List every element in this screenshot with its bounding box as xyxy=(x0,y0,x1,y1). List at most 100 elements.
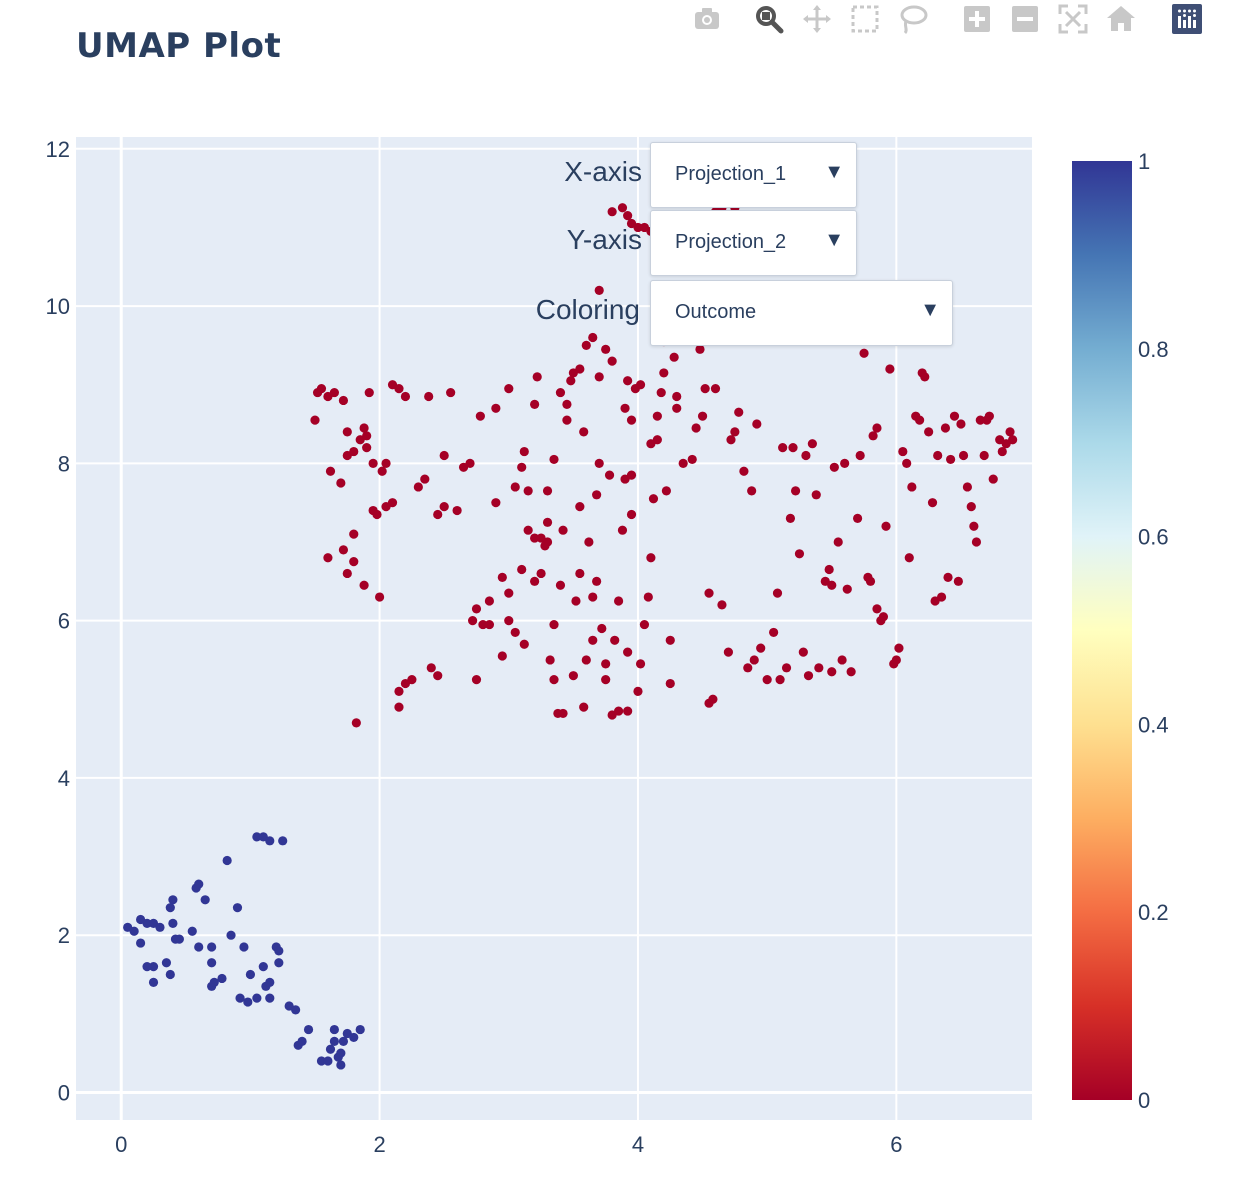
data-point[interactable] xyxy=(943,572,953,582)
data-point[interactable] xyxy=(979,450,989,461)
data-point[interactable] xyxy=(620,403,630,413)
data-point[interactable] xyxy=(601,675,611,685)
data-point[interactable] xyxy=(656,387,666,398)
data-point[interactable] xyxy=(762,675,772,685)
data-point[interactable] xyxy=(148,977,159,987)
data-point[interactable] xyxy=(588,592,598,602)
data-point[interactable] xyxy=(568,671,578,681)
data-point[interactable] xyxy=(798,647,808,657)
data-point[interactable] xyxy=(165,969,175,980)
data-point[interactable] xyxy=(471,675,482,685)
data-point[interactable] xyxy=(129,926,139,936)
data-point[interactable] xyxy=(274,946,284,956)
data-point[interactable] xyxy=(617,203,628,213)
data-point[interactable] xyxy=(907,482,917,492)
data-point[interactable] xyxy=(265,993,275,1003)
data-point[interactable] xyxy=(362,443,372,453)
data-point[interactable] xyxy=(484,596,495,606)
data-point[interactable] xyxy=(355,1024,365,1035)
data-point[interactable] xyxy=(1008,435,1018,445)
pan-icon[interactable] xyxy=(800,2,834,36)
data-point[interactable] xyxy=(226,930,236,940)
data-point[interactable] xyxy=(209,977,219,987)
data-point[interactable] xyxy=(142,918,152,929)
data-point[interactable] xyxy=(478,619,488,630)
data-point[interactable] xyxy=(549,619,559,630)
data-point[interactable] xyxy=(872,604,882,614)
data-point[interactable] xyxy=(336,478,346,488)
data-point[interactable] xyxy=(623,376,633,386)
data-point[interactable] xyxy=(904,553,914,563)
data-point[interactable] xyxy=(898,446,908,457)
data-point[interactable] xyxy=(827,667,837,677)
data-point[interactable] xyxy=(504,588,514,598)
data-point[interactable] xyxy=(626,415,637,425)
data-point[interactable] xyxy=(920,372,930,382)
data-point[interactable] xyxy=(601,344,611,354)
data-point[interactable] xyxy=(769,627,779,638)
data-point[interactable] xyxy=(542,517,553,527)
box-select-icon[interactable] xyxy=(848,2,882,36)
data-point[interactable] xyxy=(532,372,542,382)
data-point[interactable] xyxy=(394,702,404,712)
data-point[interactable] xyxy=(374,592,385,602)
data-point[interactable] xyxy=(592,576,602,586)
data-point[interactable] xyxy=(575,502,585,512)
data-point[interactable] xyxy=(545,655,555,665)
data-point[interactable] xyxy=(772,588,783,598)
data-point[interactable] xyxy=(329,1024,339,1035)
data-point[interactable] xyxy=(997,446,1007,457)
data-point[interactable] xyxy=(338,1036,349,1046)
data-point[interactable] xyxy=(626,509,637,520)
data-point[interactable] xyxy=(623,706,633,716)
zoom-out-icon[interactable] xyxy=(1008,2,1042,36)
data-point[interactable] xyxy=(594,458,604,468)
data-point[interactable] xyxy=(752,419,762,429)
data-point[interactable] xyxy=(232,903,243,913)
data-point[interactable] xyxy=(349,529,359,539)
data-point[interactable] xyxy=(338,395,349,406)
data-point[interactable] xyxy=(540,541,550,551)
data-point[interactable] xyxy=(814,663,824,673)
data-point[interactable] xyxy=(207,942,217,952)
data-point[interactable] xyxy=(956,419,966,429)
data-point[interactable] xyxy=(643,592,653,602)
data-point[interactable] xyxy=(148,962,159,972)
data-point[interactable] xyxy=(426,663,436,673)
data-point[interactable] xyxy=(575,568,585,579)
data-point[interactable] xyxy=(807,439,817,449)
data-point[interactable] xyxy=(400,391,411,402)
data-point[interactable] xyxy=(924,427,934,437)
data-point[interactable] xyxy=(710,384,721,394)
reset-axes-icon[interactable] xyxy=(1104,2,1138,36)
data-point[interactable] xyxy=(504,384,514,394)
data-point[interactable] xyxy=(258,962,268,972)
data-point[interactable] xyxy=(743,663,753,673)
data-point[interactable] xyxy=(885,364,895,374)
data-point[interactable] xyxy=(523,486,533,496)
data-point[interactable] xyxy=(439,502,449,512)
plotly-logo-icon[interactable] xyxy=(1170,2,1204,36)
data-point[interactable] xyxy=(878,612,889,622)
data-point[interactable] xyxy=(708,694,718,704)
data-point[interactable] xyxy=(542,486,553,496)
data-point[interactable] xyxy=(194,942,204,952)
data-point[interactable] xyxy=(969,521,979,531)
data-point[interactable] xyxy=(424,391,434,402)
camera-icon[interactable] xyxy=(690,2,724,36)
data-point[interactable] xyxy=(588,332,598,343)
data-point[interactable] xyxy=(278,836,288,846)
y-axis-dropdown[interactable]: Projection_2 ▼ xyxy=(650,210,857,276)
data-point[interactable] xyxy=(902,458,912,468)
data-point[interactable] xyxy=(775,675,785,685)
data-point[interactable] xyxy=(648,494,659,504)
data-point[interactable] xyxy=(868,431,878,441)
data-point[interactable] xyxy=(881,521,891,531)
data-point[interactable] xyxy=(672,403,682,413)
data-point[interactable] xyxy=(859,348,869,358)
data-point[interactable] xyxy=(811,490,821,500)
data-point[interactable] xyxy=(194,879,204,889)
data-point[interactable] xyxy=(359,423,369,433)
data-point[interactable] xyxy=(394,686,404,697)
data-point[interactable] xyxy=(610,635,620,645)
